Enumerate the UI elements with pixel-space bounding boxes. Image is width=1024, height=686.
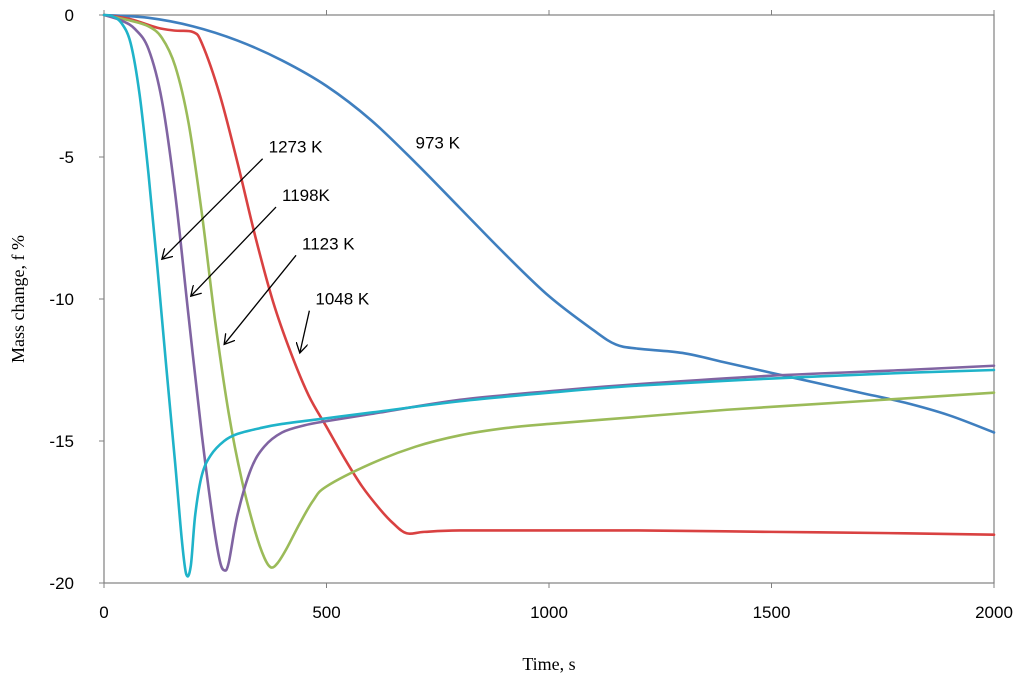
annotation-label-1123k: 1123 K bbox=[302, 234, 355, 253]
annotation-label-1198k: 1198K bbox=[282, 186, 331, 205]
y-tick-label: -5 bbox=[59, 148, 74, 167]
y-axis-title: Mass change, f % bbox=[8, 235, 28, 363]
x-axis-title: Time, s bbox=[522, 654, 575, 674]
series-line-1048k bbox=[102, 13, 996, 537]
x-tick-label: 500 bbox=[312, 603, 340, 622]
x-tick-label: 0 bbox=[99, 603, 108, 622]
annotation-label-1048k: 1048 K bbox=[315, 290, 370, 309]
annotation-arrow-1048k bbox=[300, 310, 311, 353]
annotation-layer: 973 K 1273 K 1198K 1123 K 1048 K bbox=[162, 133, 461, 352]
annotation-label-973k: 973 K bbox=[416, 133, 461, 152]
series-line-973k bbox=[102, 13, 996, 434]
plot-frame bbox=[103, 14, 995, 584]
plot-border bbox=[103, 14, 995, 584]
y-tick-label: -20 bbox=[49, 574, 74, 593]
annotation-label-1273k: 1273 K bbox=[269, 138, 324, 157]
series-line-1198k bbox=[102, 13, 996, 572]
y-tick-label: -10 bbox=[49, 290, 74, 309]
x-tick-label: 2000 bbox=[975, 603, 1013, 622]
series-layer bbox=[102, 13, 996, 578]
x-tick-label: 1500 bbox=[753, 603, 791, 622]
series-line-1123k bbox=[102, 13, 996, 569]
y-tick-label: 0 bbox=[65, 6, 74, 25]
y-tick-label: -15 bbox=[49, 432, 74, 451]
axis-ticks bbox=[99, 10, 995, 588]
series-line-1273k bbox=[102, 13, 996, 578]
tick-labels: 0 500 1000 1500 2000 0 -5 -10 -15 -20 bbox=[49, 6, 1012, 622]
annotation-arrow-1123k bbox=[224, 254, 297, 344]
annotation-arrow-1273k bbox=[162, 158, 264, 259]
annotation-arrow-1198k bbox=[191, 206, 277, 296]
x-tick-label: 1000 bbox=[530, 603, 568, 622]
